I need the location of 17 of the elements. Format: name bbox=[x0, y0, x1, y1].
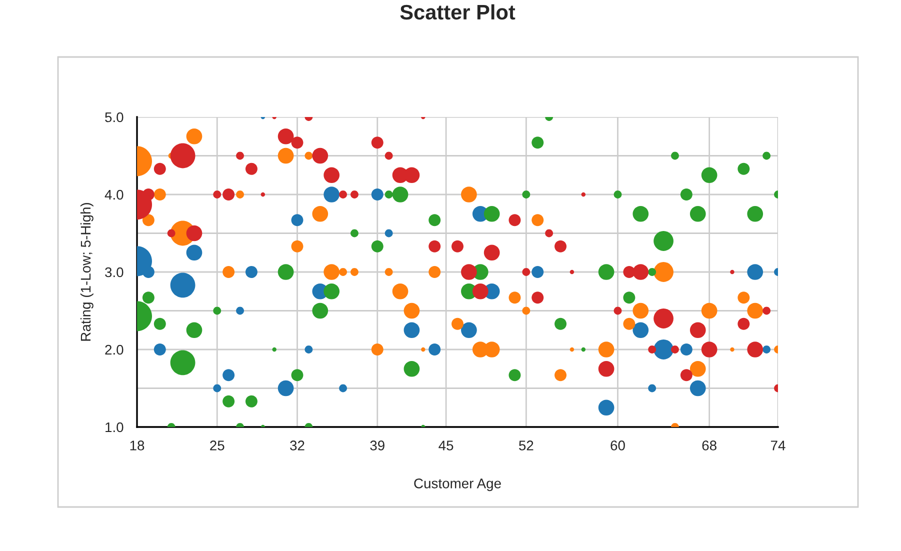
chart-title: Scatter Plot bbox=[400, 4, 516, 20]
y-tick-label: 3.0 bbox=[105, 267, 124, 278]
x-tick-label: 60 bbox=[610, 440, 625, 450]
x-tick-label: 25 bbox=[210, 440, 224, 450]
y-tick-label: 5.0 bbox=[105, 112, 124, 122]
y-tick-label: 1.0 bbox=[106, 422, 124, 432]
x-tick-label: 45 bbox=[438, 440, 454, 450]
x-tick-label: 52 bbox=[519, 440, 534, 450]
x-tick-label: 18 bbox=[130, 440, 144, 450]
x-tick-label: 39 bbox=[370, 440, 384, 450]
x-tick-label: 68 bbox=[702, 440, 716, 450]
x-tick-label: 74 bbox=[770, 440, 786, 450]
y-tick-label: 2.0 bbox=[105, 344, 124, 355]
x-axis-title: Customer Age bbox=[414, 478, 501, 492]
x-tick-label: 32 bbox=[290, 440, 304, 450]
y-axis-title: Rating (1-Low; 5-High) bbox=[80, 203, 94, 341]
y-tick-label: 4.0 bbox=[104, 190, 124, 200]
